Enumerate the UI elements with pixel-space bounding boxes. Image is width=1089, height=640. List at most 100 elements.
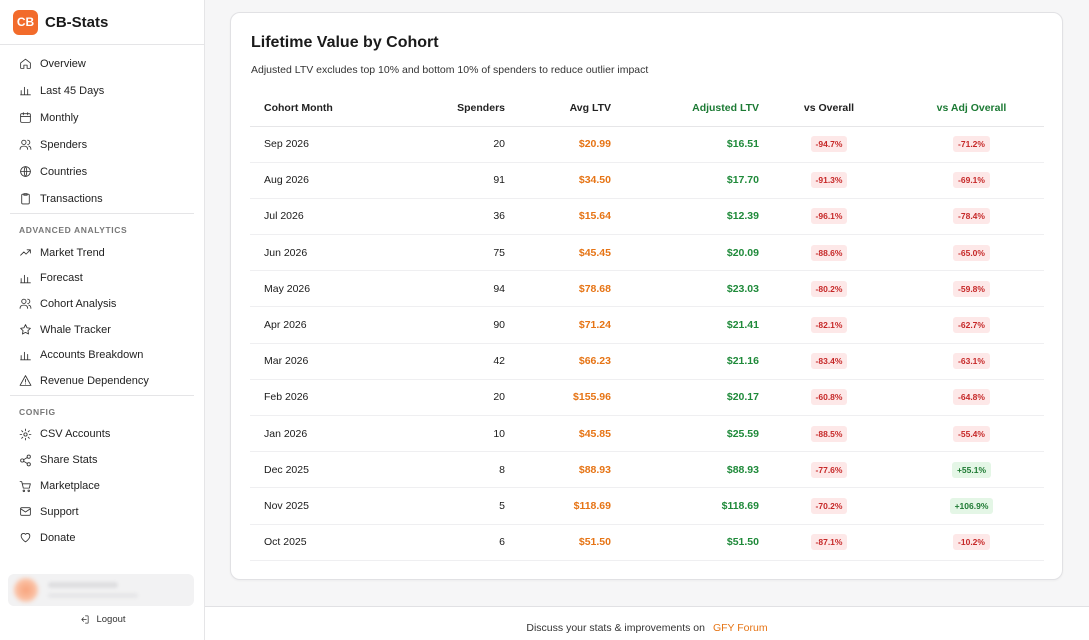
cell-adjusted-ltv: $20.09 — [611, 234, 759, 272]
sidebar-item-support[interactable]: Support — [0, 499, 204, 525]
sidebar-item-overview[interactable]: Overview — [0, 50, 204, 77]
logout-icon — [81, 615, 90, 624]
vs-overall-badge: -80.2% — [810, 280, 848, 297]
gfy-forum-link[interactable]: GFY Forum — [712, 621, 768, 634]
cell-spenders: 36 — [410, 198, 505, 236]
sidebar-item-label: Donate — [40, 531, 76, 544]
cell-vs-adj-overall: +106.9% — [899, 487, 1044, 525]
sidebar-item-share-stats[interactable]: Share Stats — [0, 447, 204, 473]
vs-overall-badge: -88.5% — [810, 425, 848, 442]
sidebar-item-cohort-analysis[interactable]: Cohort Analysis — [0, 291, 204, 317]
vs-overall-badge: -77.6% — [810, 461, 848, 478]
cell-avg-ltv: $20.99 — [505, 126, 611, 163]
sidebar-item-market-trend[interactable]: Market Trend — [0, 240, 204, 266]
avatar — [14, 578, 38, 602]
sidebar-item-accounts-breakdown[interactable]: Accounts Breakdown — [0, 342, 204, 368]
sidebar-divider — [10, 394, 194, 396]
cell-cohort-month: Sep 2026 — [250, 126, 410, 163]
cell-avg-ltv: $88.93 — [505, 451, 611, 489]
cell-cohort-month: Apr 2026 — [250, 306, 410, 344]
cell-vs-adj-overall: -69.1% — [899, 162, 1044, 199]
column-header-adjusted-ltv[interactable]: Adjusted LTV — [611, 90, 759, 127]
sidebar-item-countries[interactable]: Countries — [0, 158, 204, 185]
sidebar-item-label: CSV Accounts — [40, 428, 111, 441]
vs-overall-badge: -91.3% — [810, 172, 848, 189]
column-header-vs-adj-overall[interactable]: vs Adj Overall — [899, 90, 1044, 127]
warning-icon — [19, 375, 32, 387]
logout-button[interactable]: Logout — [0, 614, 205, 625]
cell-cohort-month: Dec 2025 — [250, 451, 410, 489]
user-card[interactable] — [8, 574, 194, 606]
cell-vs-adj-overall: +55.1% — [899, 451, 1044, 489]
column-header-avg-ltv[interactable]: Avg LTV — [505, 90, 611, 127]
cell-adjusted-ltv: $12.39 — [611, 198, 759, 236]
cell-spenders: 90 — [410, 306, 505, 344]
cell-adjusted-ltv: $51.50 — [611, 524, 759, 561]
sidebar-item-label: Market Trend — [40, 246, 105, 259]
section-label-config: CONFIG — [19, 406, 56, 417]
table-row: Jan 2026 10 $45.85 $25.59 -88.5% -55.4% — [250, 415, 1044, 453]
sidebar-item-monthly[interactable]: Monthly — [0, 104, 204, 131]
cell-spenders: 91 — [410, 162, 505, 199]
vs-adj-overall-badge: +55.1% — [951, 461, 992, 478]
cell-vs-adj-overall: -10.2% — [899, 524, 1044, 561]
card-title: Lifetime Value by Cohort — [251, 34, 439, 51]
cell-adjusted-ltv: $21.16 — [611, 343, 759, 380]
vs-overall-badge: -60.8% — [810, 389, 848, 406]
sidebar-item-label: Support — [40, 505, 79, 518]
sidebar-item-marketplace[interactable]: Marketplace — [0, 473, 204, 499]
users-icon — [19, 139, 32, 150]
sidebar-item-label: Overview — [40, 57, 86, 70]
vs-adj-overall-badge: -62.7% — [953, 317, 990, 334]
vs-overall-badge: -94.7% — [810, 136, 848, 153]
cell-cohort-month: Jun 2026 — [250, 234, 410, 272]
vs-adj-overall-badge: -71.2% — [953, 136, 990, 153]
sidebar-item-label: Forecast — [40, 272, 83, 285]
sidebar-item-forecast[interactable]: Forecast — [0, 266, 204, 292]
brand[interactable]: CB CB-Stats — [0, 0, 204, 45]
sidebar-item-transactions[interactable]: Transactions — [0, 185, 204, 212]
column-header-vs-overall[interactable]: vs Overall — [759, 90, 899, 127]
cell-adjusted-ltv: $16.51 — [611, 126, 759, 163]
footer-text: Discuss your stats & improvements on — [526, 621, 705, 634]
share-icon — [20, 454, 31, 467]
cell-adjusted-ltv: $20.17 — [611, 379, 759, 417]
cell-vs-adj-overall: -71.2% — [899, 126, 1044, 163]
vs-overall-badge: -82.1% — [810, 317, 848, 334]
column-header-cohort-month[interactable]: Cohort Month — [250, 90, 410, 127]
sidebar-item-revenue-dependency[interactable]: Revenue Dependency — [0, 368, 204, 394]
sidebar-item-label: Cohort Analysis — [40, 297, 117, 310]
column-header-spenders[interactable]: Spenders — [410, 90, 505, 127]
cell-cohort-month: Jan 2026 — [250, 415, 410, 453]
sidebar-item-donate[interactable]: Donate — [0, 525, 204, 551]
sidebar-item-label: Last 45 Days — [40, 84, 105, 97]
cell-vs-overall: -60.8% — [759, 379, 899, 417]
cell-spenders: 6 — [410, 524, 505, 561]
table-row: May 2026 94 $78.68 $23.03 -80.2% -59.8% — [250, 270, 1044, 308]
advanced-nav: Market Trend Forecast Cohort Analysis Wh… — [0, 240, 204, 394]
sidebar-item-last-45-days[interactable]: Last 45 Days — [0, 77, 204, 104]
table-header-row: Cohort Month Spenders Avg LTV Adjusted L… — [250, 90, 1044, 127]
logout-label: Logout — [96, 614, 126, 625]
bar-chart-icon — [20, 351, 31, 360]
section-label-advanced: ADVANCED ANALYTICS — [19, 225, 128, 235]
vs-overall-badge: -88.6% — [810, 244, 848, 261]
cell-spenders: 75 — [410, 234, 505, 272]
vs-adj-overall-badge: -63.1% — [953, 353, 990, 370]
cell-avg-ltv: $78.68 — [505, 270, 611, 308]
cell-avg-ltv: $45.45 — [505, 234, 611, 272]
sidebar: CB CB-Stats Overview Last 45 Days Monthl… — [0, 0, 205, 640]
cell-adjusted-ltv: $118.69 — [611, 487, 759, 525]
table-row: Dec 2025 8 $88.93 $88.93 -77.6% +55.1% — [250, 451, 1044, 489]
cell-adjusted-ltv: $21.41 — [611, 306, 759, 344]
sidebar-item-whale-tracker[interactable]: Whale Tracker — [0, 317, 204, 343]
cell-vs-adj-overall: -64.8% — [899, 379, 1044, 417]
sidebar-item-spenders[interactable]: Spenders — [0, 131, 204, 158]
cell-vs-overall: -82.1% — [759, 306, 899, 344]
vs-overall-badge: -83.4% — [810, 353, 848, 370]
sidebar-item-csv-accounts[interactable]: CSV Accounts — [0, 422, 204, 448]
cell-avg-ltv: $66.23 — [505, 343, 611, 380]
cell-cohort-month: Oct 2025 — [250, 524, 410, 561]
vs-overall-badge: -87.1% — [810, 534, 848, 551]
cell-vs-overall: -83.4% — [759, 343, 899, 380]
